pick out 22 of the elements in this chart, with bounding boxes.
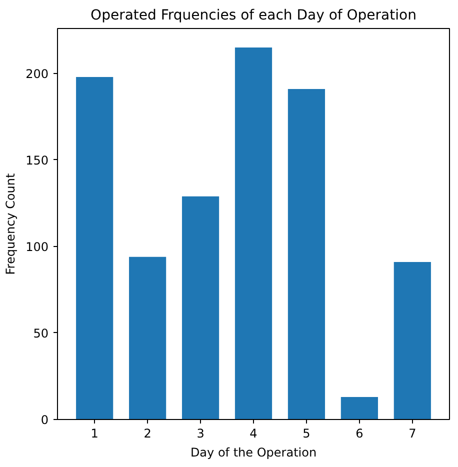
x-tick-label: 2 (144, 426, 152, 440)
y-tick-label: 0 (40, 413, 49, 427)
chart-title: Operated Frquencies of each Day of Operation (90, 8, 416, 24)
bar (340, 397, 378, 420)
x-tick-label: 6 (356, 426, 364, 440)
bar (76, 76, 114, 420)
bar (234, 48, 272, 420)
y-axis-title: Frequency Count (4, 172, 18, 275)
bar (288, 89, 326, 420)
x-tick-label: 1 (90, 426, 98, 440)
y-tick-label: 100 (26, 240, 48, 254)
bar (394, 262, 431, 420)
bar (182, 196, 220, 420)
y-tick-label: 150 (26, 153, 48, 168)
y-tick-label: 50 (33, 326, 49, 340)
x-tick-label: 4 (250, 426, 258, 440)
x-axis-title: Day of the Operation (190, 446, 317, 460)
x-tick-label: 5 (302, 426, 310, 440)
bar (129, 256, 166, 420)
y-tick-label: 200 (26, 66, 48, 81)
x-tick-label: 3 (196, 426, 204, 440)
x-tick-label: 7 (408, 426, 416, 440)
